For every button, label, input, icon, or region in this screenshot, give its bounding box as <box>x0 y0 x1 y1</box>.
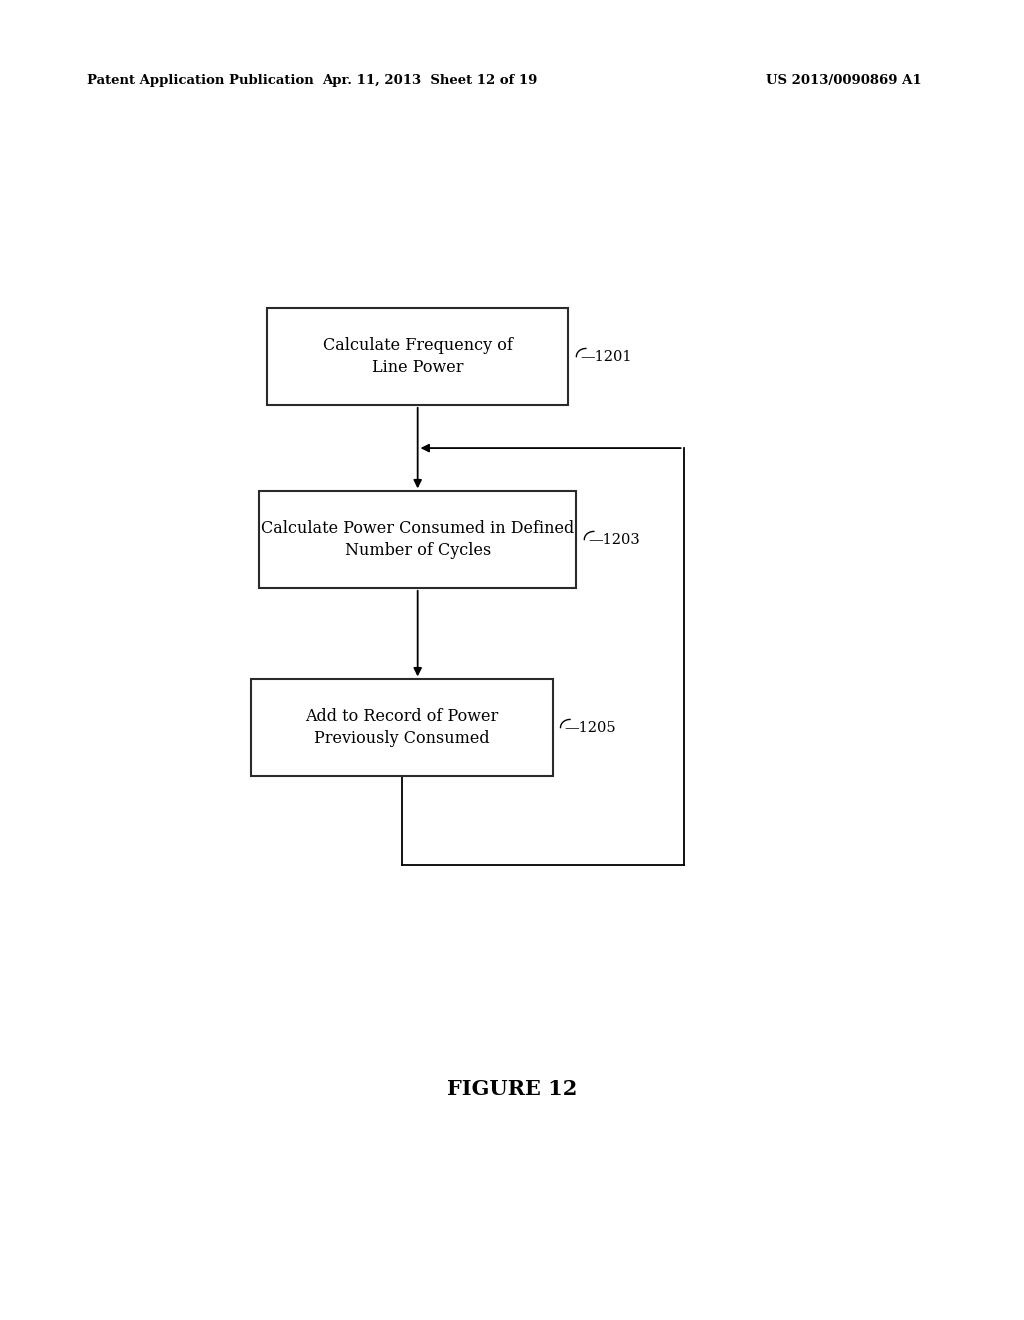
Text: Calculate Power Consumed in Defined
Number of Cycles: Calculate Power Consumed in Defined Numb… <box>261 520 574 560</box>
Text: Calculate Frequency of
Line Power: Calculate Frequency of Line Power <box>323 337 513 376</box>
Text: FIGURE 12: FIGURE 12 <box>446 1078 578 1100</box>
Text: Add to Record of Power
Previously Consumed: Add to Record of Power Previously Consum… <box>305 708 499 747</box>
Text: —1203: —1203 <box>588 532 640 546</box>
Text: Apr. 11, 2013  Sheet 12 of 19: Apr. 11, 2013 Sheet 12 of 19 <box>323 74 538 87</box>
Bar <box>259 491 577 587</box>
Text: US 2013/0090869 A1: US 2013/0090869 A1 <box>766 74 922 87</box>
Text: —1201: —1201 <box>581 350 632 363</box>
Bar <box>267 309 568 405</box>
Text: —1205: —1205 <box>564 721 616 735</box>
Text: Patent Application Publication: Patent Application Publication <box>87 74 313 87</box>
Bar <box>251 680 553 776</box>
